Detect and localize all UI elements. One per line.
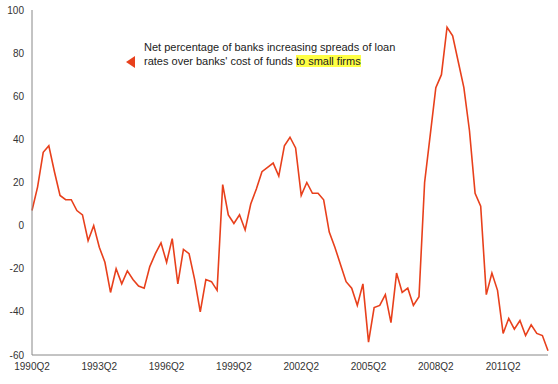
svg-text:20: 20 — [13, 177, 25, 188]
svg-text:2005Q2: 2005Q2 — [351, 361, 387, 372]
svg-text:80: 80 — [13, 48, 25, 59]
svg-text:-40: -40 — [10, 306, 25, 317]
svg-text:40: 40 — [13, 134, 25, 145]
svg-text:2008Q2: 2008Q2 — [418, 361, 454, 372]
svg-text:1993Q2: 1993Q2 — [82, 361, 118, 372]
svg-text:0: 0 — [18, 220, 24, 231]
svg-text:2011Q2: 2011Q2 — [486, 361, 521, 372]
svg-text:-20: -20 — [10, 263, 25, 274]
html-text:Net percentage of banks increa: Net percentage of banks increasing sprea… — [144, 41, 396, 67]
svg-text:1990Q2: 1990Q2 — [14, 361, 50, 372]
svg-text:-60: -60 — [10, 350, 25, 361]
svg-text:1999Q2: 1999Q2 — [216, 361, 252, 372]
svg-text:2002Q2: 2002Q2 — [283, 361, 319, 372]
svg-text:1996Q2: 1996Q2 — [149, 361, 185, 372]
svg-text:60: 60 — [13, 91, 25, 102]
svg-text:100: 100 — [8, 5, 24, 16]
